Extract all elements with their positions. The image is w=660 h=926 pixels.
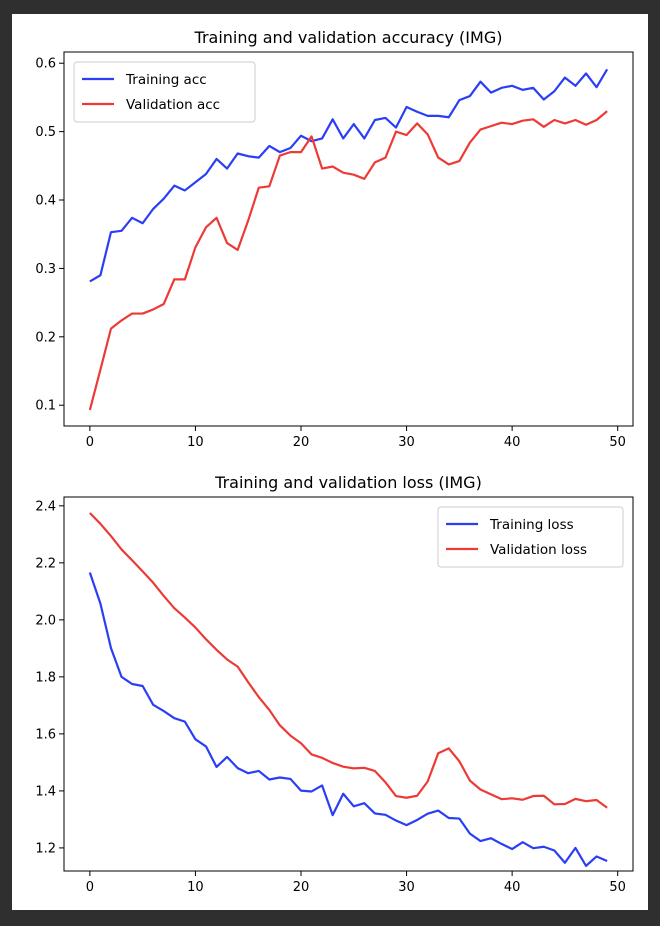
x-tick-label: 0 [86,880,94,895]
legend-box [73,61,256,123]
chart-title: Training and validation accuracy (IMG) [194,28,503,47]
series-line-validation [88,110,608,411]
x-tick-label: 30 [398,880,415,895]
y-tick-label: 0.3 [35,262,56,277]
x-tick-label: 50 [609,435,626,450]
y-tick-label: 1.8 [35,670,56,685]
x-tick-label: 40 [504,435,521,450]
y-tick-label: 0.1 [35,399,56,414]
y-tick-label: 2.2 [35,556,56,571]
chart-1: Training and validation loss (IMG) 0 10 20 3… [35,473,634,895]
plot-frame [63,496,634,872]
legend: Training acc Validation acc [73,61,256,123]
legend-label: Training loss [489,517,574,533]
legend-label: Validation loss [490,542,587,558]
x-tick-label: 20 [293,435,310,450]
plot-frame [63,51,634,427]
y-tick-label: 2.4 [35,499,56,514]
legend-label: Training acc [125,72,207,88]
series-line-validation [89,512,608,809]
legend: Training loss Validation loss [437,506,624,568]
x-tick-label: 40 [504,880,521,895]
y-tick-label: 1.6 [35,727,56,742]
y-tick-label: 0.5 [35,125,56,140]
chart-title: Training and validation loss (IMG) [214,473,482,492]
x-tick-label: 20 [293,880,310,895]
x-tick-label: 10 [187,880,204,895]
x-tick-label: 0 [86,435,94,450]
series-line-training [89,68,609,283]
y-tick-label: 0.2 [35,330,56,345]
y-tick-label: 1.4 [35,784,56,799]
chart-0: Training and validation accuracy (IMG) 0 1… [35,28,634,450]
charts-svg: Training and validation accuracy (IMG) 0 1… [35,28,634,895]
y-tick-label: 0.4 [35,194,56,209]
x-tick-label: 30 [398,435,415,450]
series-line-training [88,572,608,867]
x-tick-label: 50 [609,880,626,895]
y-tick-label: 0.6 [35,57,56,72]
legend-box [437,506,624,568]
legend-label: Validation acc [126,97,220,113]
x-tick-label: 10 [187,435,204,450]
figure: Training and validation accuracy (IMG) 0 1… [12,14,648,910]
y-tick-label: 1.2 [35,841,56,856]
y-tick-label: 2.0 [35,613,56,628]
